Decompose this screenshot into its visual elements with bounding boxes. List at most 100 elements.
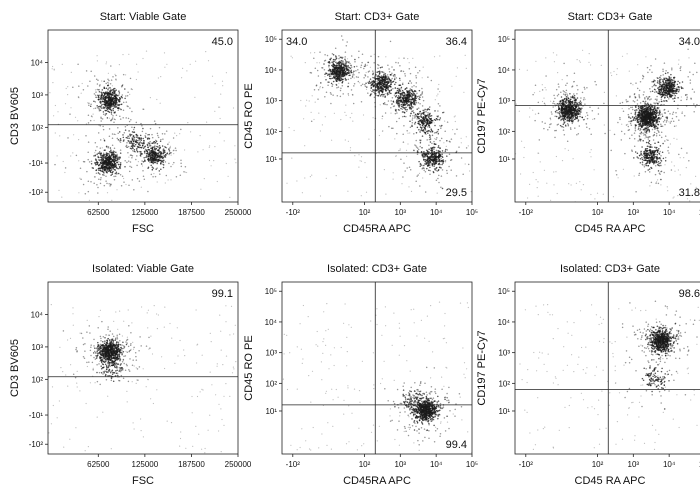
event-dot [394,83,396,86]
event-dot [350,70,352,73]
event-dot [340,119,342,121]
event-dot [356,65,358,68]
event-dot [114,93,117,95]
event-dot [561,125,563,128]
event-dot [140,186,142,188]
event-dot [164,133,166,135]
event-dot [154,122,157,125]
event-dot [341,75,344,78]
event-dot [137,71,139,73]
event-dot [362,114,365,116]
event-dot [109,90,111,92]
event-dot [352,94,354,96]
event-dot [163,155,165,157]
event-dot [409,120,411,122]
event-dot [557,83,560,85]
event-dot [101,160,103,162]
event-dot [394,112,397,115]
event-dot [373,96,376,98]
event-dot [345,69,348,71]
event-dot [324,53,326,56]
event-dot [136,145,139,148]
event-dot [353,83,356,85]
event-dot [131,88,134,91]
event-dot [413,103,415,105]
event-dot [128,130,130,132]
event-dot [339,76,341,79]
event-dot [58,189,60,191]
event-dot [227,175,229,177]
event-dot [431,164,434,167]
event-dot [564,107,566,109]
event-dot [586,117,589,120]
event-dot [113,118,116,121]
event-dot [148,133,150,136]
event-dot [328,68,331,71]
event-dot [576,97,579,99]
event-dot [330,57,332,59]
event-dot [113,101,115,103]
event-dot [286,182,288,184]
event-dot [119,118,122,120]
event-dot [414,94,417,97]
event-dot [170,151,172,154]
event-dot [421,135,424,137]
event-dot [405,106,407,109]
event-dot [430,154,433,157]
event-dot [147,143,149,146]
event-dot [87,141,90,143]
event-dot [119,149,122,151]
event-dot [576,110,579,112]
event-dot [117,127,119,129]
event-dot [127,91,129,93]
event-dot [142,169,144,172]
event-dot [111,172,114,174]
event-dot [345,62,348,64]
event-dot [111,152,113,155]
event-dot [419,131,421,133]
event-dot [222,85,224,87]
event-dot [412,102,415,105]
event-dot [142,147,145,149]
event-dot [577,132,580,135]
x-axis-label: CD45RA APC [343,223,411,235]
event-dot [573,94,576,97]
event-dot [152,167,155,169]
event-dot [105,106,108,108]
event-dot [161,160,164,162]
event-dot [101,163,103,165]
event-dot [110,113,113,116]
event-dot [437,103,440,105]
event-dot [417,71,419,74]
y-tick-label: 10³ [265,97,277,106]
event-dot [110,99,113,102]
quadrant-percent: 45.0 [212,36,233,48]
event-dot [566,116,568,119]
event-dot [109,103,111,106]
event-dot [357,68,359,71]
event-dot [291,57,293,59]
event-dot [347,66,349,68]
event-dot [144,148,147,151]
event-dot [378,75,380,78]
event-dot [156,143,159,145]
plot-title: Start: Viable Gate [100,11,187,23]
event-dot [399,100,401,102]
event-dot [335,55,337,58]
event-dot [410,98,412,101]
event-dot [581,107,583,110]
event-dot [352,120,354,122]
event-dot [140,147,143,149]
event-dot [563,101,565,103]
event-dot [109,98,111,100]
y-axis-label: CD3 BV605 [9,87,21,145]
event-dot [425,154,428,156]
event-dot [110,164,112,167]
event-dot [407,132,409,134]
event-dot [100,107,103,109]
event-dot [367,61,369,64]
event-dot [563,109,565,111]
event-dot [97,192,99,194]
event-dot [107,106,109,108]
event-dot [111,173,113,175]
